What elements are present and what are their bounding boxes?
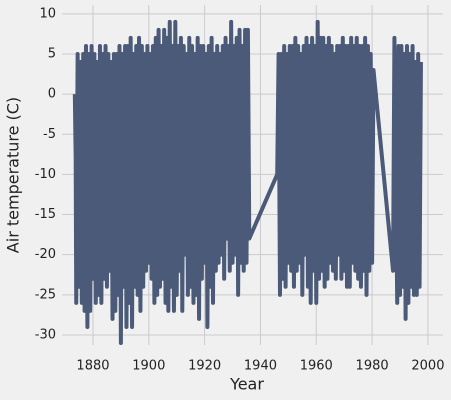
y-tick-label: -30	[35, 327, 56, 342]
x-tick-label: 2000	[411, 359, 444, 374]
x-tick-label: 1980	[356, 359, 389, 374]
y-tick-label: -10	[35, 167, 56, 182]
x-tick-label: 1880	[76, 359, 109, 374]
y-tick-label: 5	[48, 46, 56, 61]
y-tick-label: -15	[35, 207, 56, 222]
y-tick-label: 0	[48, 87, 56, 102]
x-tick-label: 1940	[244, 359, 277, 374]
y-tick-label: -25	[35, 287, 56, 302]
x-tick-label: 1920	[188, 359, 221, 374]
x-tick-label: 1960	[300, 359, 333, 374]
x-axis-label: Year	[229, 375, 264, 394]
y-axis-label: Air temperature (C)	[4, 97, 23, 253]
y-tick-label: -5	[43, 127, 56, 142]
series-line	[72, 19, 423, 345]
x-tick-label: 1900	[132, 359, 165, 374]
y-tick-label: -20	[35, 247, 56, 262]
y-tick-label: 10	[39, 6, 56, 21]
